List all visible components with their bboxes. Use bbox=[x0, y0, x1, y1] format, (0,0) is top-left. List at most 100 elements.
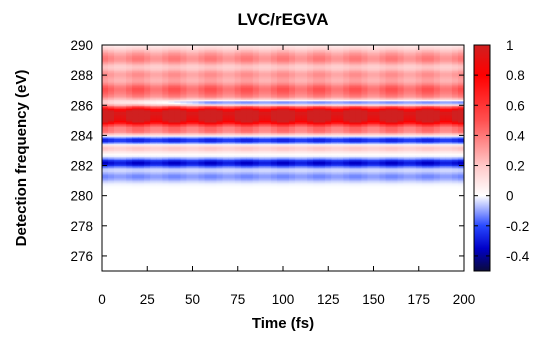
heatmap-cell bbox=[186, 151, 194, 155]
heatmap-cell bbox=[186, 227, 194, 230]
heatmap-cell bbox=[126, 224, 133, 227]
heatmap-cell bbox=[126, 148, 133, 152]
heatmap-cell bbox=[264, 167, 272, 170]
heatmap-cell bbox=[198, 154, 206, 158]
heatmap-cell bbox=[264, 243, 272, 246]
heatmap-cell bbox=[174, 198, 182, 201]
heatmap-cell bbox=[168, 186, 175, 189]
heatmap-cell bbox=[156, 88, 163, 91]
heatmap-cell bbox=[283, 180, 290, 183]
heatmap-cell bbox=[186, 118, 194, 121]
heatmap-cell bbox=[270, 88, 278, 91]
heatmap-cell bbox=[186, 248, 194, 251]
heatmap-cell bbox=[168, 243, 175, 246]
heatmap-cell bbox=[228, 133, 236, 136]
heatmap-cell bbox=[289, 234, 296, 237]
heatmap-cell bbox=[126, 96, 133, 99]
heatmap-cell bbox=[295, 100, 302, 103]
heatmap-cell bbox=[186, 258, 194, 262]
heatmap-cell bbox=[295, 75, 302, 78]
heatmap-cell bbox=[210, 246, 218, 249]
heatmap-cell bbox=[144, 133, 151, 136]
heatmap-cell bbox=[144, 192, 151, 195]
heatmap-cell bbox=[174, 139, 182, 143]
heatmap-cell bbox=[246, 218, 254, 221]
heatmap-cell bbox=[301, 252, 308, 256]
heatmap-cell bbox=[252, 57, 260, 60]
heatmap-cell bbox=[108, 57, 115, 60]
heatmap-cell bbox=[156, 111, 163, 114]
heatmap-cell bbox=[120, 85, 127, 88]
heatmap-cell bbox=[102, 266, 109, 269]
heatmap-cell bbox=[186, 105, 194, 108]
heatmap-cell bbox=[126, 106, 133, 109]
heatmap-cell bbox=[228, 239, 236, 242]
heatmap-cell bbox=[240, 121, 248, 124]
heatmap-cell bbox=[252, 45, 260, 48]
heatmap-cell bbox=[126, 206, 133, 209]
heatmap-cell bbox=[270, 216, 278, 219]
heatmap-cell bbox=[180, 159, 188, 162]
heatmap-cell bbox=[144, 245, 151, 248]
heatmap-cell bbox=[120, 150, 127, 153]
heatmap-cell bbox=[120, 52, 127, 55]
heatmap-cell bbox=[240, 52, 248, 55]
heatmap-cell bbox=[246, 161, 254, 164]
heatmap-cell bbox=[162, 227, 169, 230]
heatmap-cell bbox=[150, 57, 157, 60]
heatmap-cell bbox=[289, 130, 296, 133]
heatmap-cell bbox=[222, 225, 230, 228]
heatmap-cell bbox=[283, 269, 290, 271]
heatmap-cell bbox=[162, 84, 169, 87]
heatmap-cell bbox=[132, 213, 139, 216]
heatmap-cell bbox=[138, 148, 145, 152]
heatmap-cell bbox=[216, 170, 224, 173]
heatmap-cell bbox=[114, 142, 121, 146]
heatmap-cell bbox=[276, 231, 284, 234]
heatmap-cell bbox=[162, 213, 169, 216]
heatmap-cell bbox=[156, 213, 163, 216]
heatmap-cell bbox=[198, 209, 206, 212]
heatmap-cell bbox=[138, 144, 145, 147]
heatmap-cell bbox=[301, 233, 308, 236]
heatmap-cell bbox=[264, 93, 272, 96]
heatmap-cell bbox=[174, 72, 182, 75]
heatmap-cell bbox=[156, 120, 163, 123]
heatmap-cell bbox=[252, 177, 260, 180]
heatmap-cell bbox=[222, 111, 230, 114]
heatmap-cell bbox=[156, 165, 163, 168]
heatmap-cell bbox=[264, 210, 272, 213]
heatmap-cell bbox=[270, 99, 278, 102]
heatmap-cell bbox=[283, 239, 290, 242]
heatmap-cell bbox=[283, 230, 290, 233]
heatmap-cell bbox=[198, 182, 206, 185]
heatmap-cell bbox=[289, 100, 296, 103]
heatmap-cell bbox=[240, 180, 248, 183]
heatmap-cell bbox=[114, 164, 121, 167]
heatmap-cell bbox=[114, 76, 121, 79]
heatmap-cell bbox=[289, 173, 296, 176]
heatmap-cell bbox=[156, 103, 163, 106]
heatmap-cell bbox=[162, 63, 169, 66]
heatmap-cell bbox=[168, 94, 175, 97]
heatmap-cell bbox=[144, 174, 151, 177]
heatmap-cell bbox=[246, 120, 254, 123]
heatmap-cell bbox=[168, 266, 175, 269]
heatmap-cell bbox=[138, 120, 145, 123]
heatmap-cell bbox=[283, 168, 290, 171]
heatmap-cell bbox=[252, 151, 260, 155]
heatmap-cell bbox=[258, 161, 266, 164]
heatmap-cell bbox=[144, 158, 151, 161]
heatmap-cell bbox=[264, 123, 272, 126]
heatmap-cell bbox=[295, 115, 302, 118]
heatmap-cell bbox=[295, 179, 302, 182]
heatmap-cell bbox=[162, 99, 169, 102]
heatmap-cell bbox=[132, 251, 139, 254]
heatmap-cell bbox=[295, 103, 302, 106]
heatmap-cell bbox=[228, 84, 236, 87]
heatmap-cell bbox=[174, 61, 182, 64]
heatmap-cell bbox=[180, 189, 188, 192]
heatmap-cell bbox=[270, 176, 278, 179]
heatmap-cell bbox=[144, 111, 151, 114]
heatmap-cell bbox=[264, 153, 272, 156]
